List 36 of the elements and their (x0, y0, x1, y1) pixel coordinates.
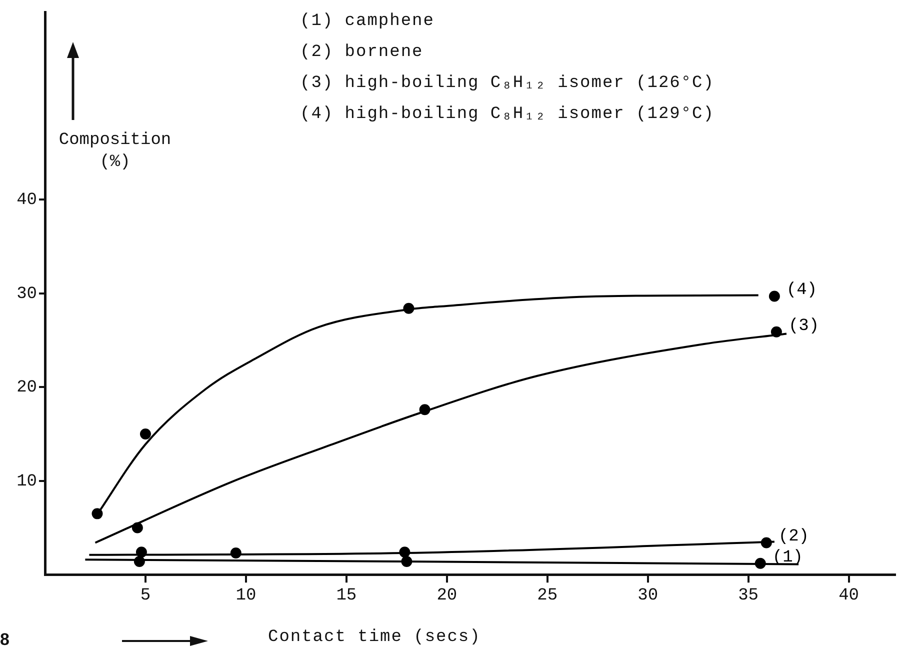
x-tick-label: 30 (638, 586, 658, 606)
point (132, 522, 143, 534)
x-tick-label: 15 (336, 586, 357, 606)
point (419, 404, 430, 416)
point (136, 546, 147, 558)
point (92, 508, 103, 520)
series-label: (3) (788, 316, 820, 336)
text: 8 (0, 630, 10, 650)
point (134, 556, 145, 567)
annotation: (3) high-boiling C₈H₁₂ isomer (126°C) (300, 73, 714, 95)
y-tick-label: 40 (16, 191, 37, 210)
point (140, 428, 151, 440)
x-tick-label: 35 (738, 586, 759, 606)
point (230, 548, 242, 559)
series-label: (2) (778, 528, 810, 547)
point (399, 546, 410, 558)
x-tick-label: 25 (537, 586, 558, 606)
x-tick-label: 5 (140, 586, 151, 606)
x-tick-label: 40 (838, 586, 859, 606)
y-tick-label: 10 (16, 472, 37, 492)
y-tick-label: 20 (16, 378, 37, 398)
y-tick-label: 30 (16, 284, 37, 304)
annotation: (1) camphene (300, 11, 436, 33)
x-axis-title: Contact time (secs) (268, 628, 481, 647)
point (403, 302, 414, 314)
annotation: (4) high-boiling C₈H₁₂ isomer (129°C) (300, 104, 714, 126)
point (770, 326, 782, 338)
point (754, 558, 766, 569)
y-axis-title: Composition (%) (58, 130, 172, 174)
x-tick-label: 10 (236, 586, 256, 606)
x-tick-label: 20 (436, 586, 458, 606)
point (760, 537, 772, 548)
series-label: (4) (786, 281, 818, 300)
annotation: (2) bornene (300, 42, 424, 64)
point (768, 290, 780, 302)
point (401, 556, 412, 567)
